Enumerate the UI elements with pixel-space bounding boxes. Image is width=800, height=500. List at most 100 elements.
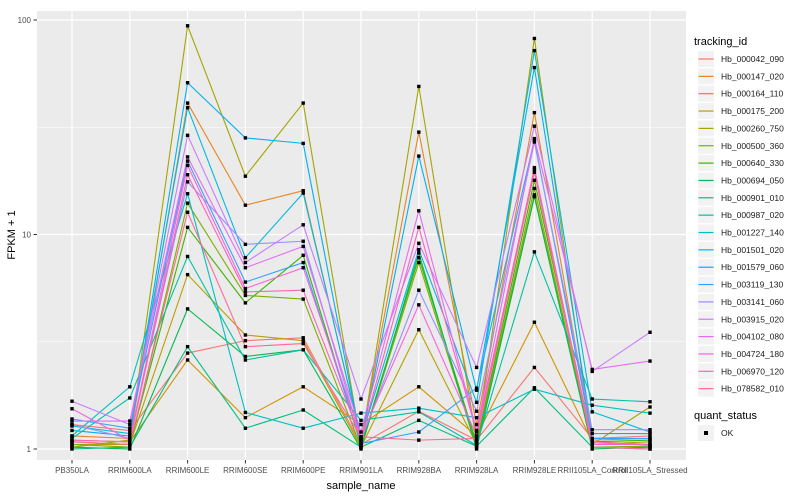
legend-label-Hb_000164_110: Hb_000164_110	[721, 89, 784, 99]
data-point	[359, 422, 363, 427]
data-point	[474, 386, 479, 390]
data-point	[590, 442, 594, 447]
data-point	[185, 180, 190, 184]
data-point	[243, 174, 248, 178]
data-point	[590, 397, 594, 401]
data-point	[648, 411, 652, 415]
data-point	[301, 341, 305, 346]
data-point	[185, 101, 190, 105]
legend-label-Hb_000901_010: Hb_000901_010	[721, 193, 784, 203]
x-tick-label: RRIM901LA	[339, 466, 383, 475]
data-point	[128, 431, 132, 436]
x-tick-label: PB350LA	[55, 466, 89, 475]
data-point	[185, 163, 190, 168]
data-point	[417, 247, 421, 252]
data-point	[417, 288, 421, 292]
legend-label-Hb_000260_750: Hb_000260_750	[721, 123, 784, 133]
data-point	[590, 447, 594, 451]
data-point	[474, 447, 479, 451]
data-point	[243, 293, 248, 298]
data-point	[417, 241, 421, 245]
data-point	[648, 447, 652, 451]
data-point	[417, 251, 421, 255]
data-point	[128, 422, 132, 427]
data-point	[474, 409, 479, 413]
data-point	[532, 136, 537, 141]
data-point	[70, 440, 74, 444]
data-point	[243, 266, 248, 270]
data-point	[128, 428, 132, 433]
legend-label-Hb_004102_080: Hb_004102_080	[721, 332, 784, 342]
data-point	[301, 189, 305, 193]
x-axis-title: sample_name	[326, 480, 395, 492]
legend-label-ok: OK	[721, 428, 734, 438]
x-tick-label: RRIM600LA	[108, 466, 152, 475]
x-tick-label: RRIM928LA	[455, 466, 499, 475]
data-point	[243, 280, 248, 284]
data-point	[648, 445, 652, 449]
data-point	[417, 303, 421, 307]
data-point	[243, 242, 248, 247]
data-point	[590, 410, 594, 414]
legend-title-tracking-id: tracking_id	[694, 36, 747, 48]
data-point	[243, 415, 248, 420]
data-point	[185, 344, 190, 349]
data-point	[359, 397, 363, 401]
data-point	[474, 415, 479, 420]
data-point	[185, 173, 190, 177]
y-axis-title: FPKM + 1	[6, 210, 18, 259]
ok-square-icon	[704, 431, 708, 435]
data-point	[474, 443, 479, 448]
legend-title-quant-status: quant_status	[694, 410, 757, 422]
data-point	[474, 440, 479, 444]
data-point	[417, 84, 421, 89]
data-point	[128, 440, 132, 444]
data-point	[70, 422, 74, 427]
data-point	[417, 255, 421, 260]
data-point	[474, 441, 479, 446]
data-point	[474, 388, 479, 392]
data-point	[70, 447, 74, 451]
x-tick-label: RRIM600SE	[223, 466, 267, 475]
legend-label-Hb_000987_020: Hb_000987_020	[721, 210, 784, 220]
data-point	[417, 418, 421, 423]
data-point	[532, 170, 537, 174]
data-point	[417, 385, 421, 389]
data-point	[301, 348, 305, 352]
data-point	[359, 435, 363, 439]
data-point	[532, 48, 537, 53]
data-point	[70, 428, 74, 433]
data-point	[532, 178, 537, 182]
data-point	[301, 288, 305, 292]
data-point	[359, 441, 363, 446]
data-point	[417, 154, 421, 158]
data-point	[243, 203, 248, 207]
data-point	[185, 358, 190, 362]
data-point	[243, 290, 248, 294]
data-point	[128, 442, 132, 447]
data-point	[648, 428, 652, 432]
legend-label-Hb_003119_130: Hb_003119_130	[721, 280, 784, 290]
data-point	[301, 336, 305, 340]
data-point	[648, 359, 652, 363]
data-point	[243, 358, 248, 362]
data-point	[301, 426, 305, 430]
data-point	[474, 430, 479, 434]
data-point	[417, 410, 421, 414]
data-point	[532, 193, 537, 197]
data-point	[301, 141, 305, 146]
data-point	[301, 253, 305, 257]
data-point	[532, 250, 537, 254]
data-point	[590, 436, 594, 441]
data-point	[532, 186, 537, 191]
data-point	[532, 110, 537, 115]
data-point	[185, 106, 190, 110]
data-point	[128, 396, 132, 400]
data-point	[590, 445, 594, 449]
data-point	[70, 419, 74, 423]
data-point	[532, 195, 537, 199]
data-point	[532, 124, 537, 128]
data-point	[648, 440, 652, 444]
data-point	[301, 244, 305, 249]
